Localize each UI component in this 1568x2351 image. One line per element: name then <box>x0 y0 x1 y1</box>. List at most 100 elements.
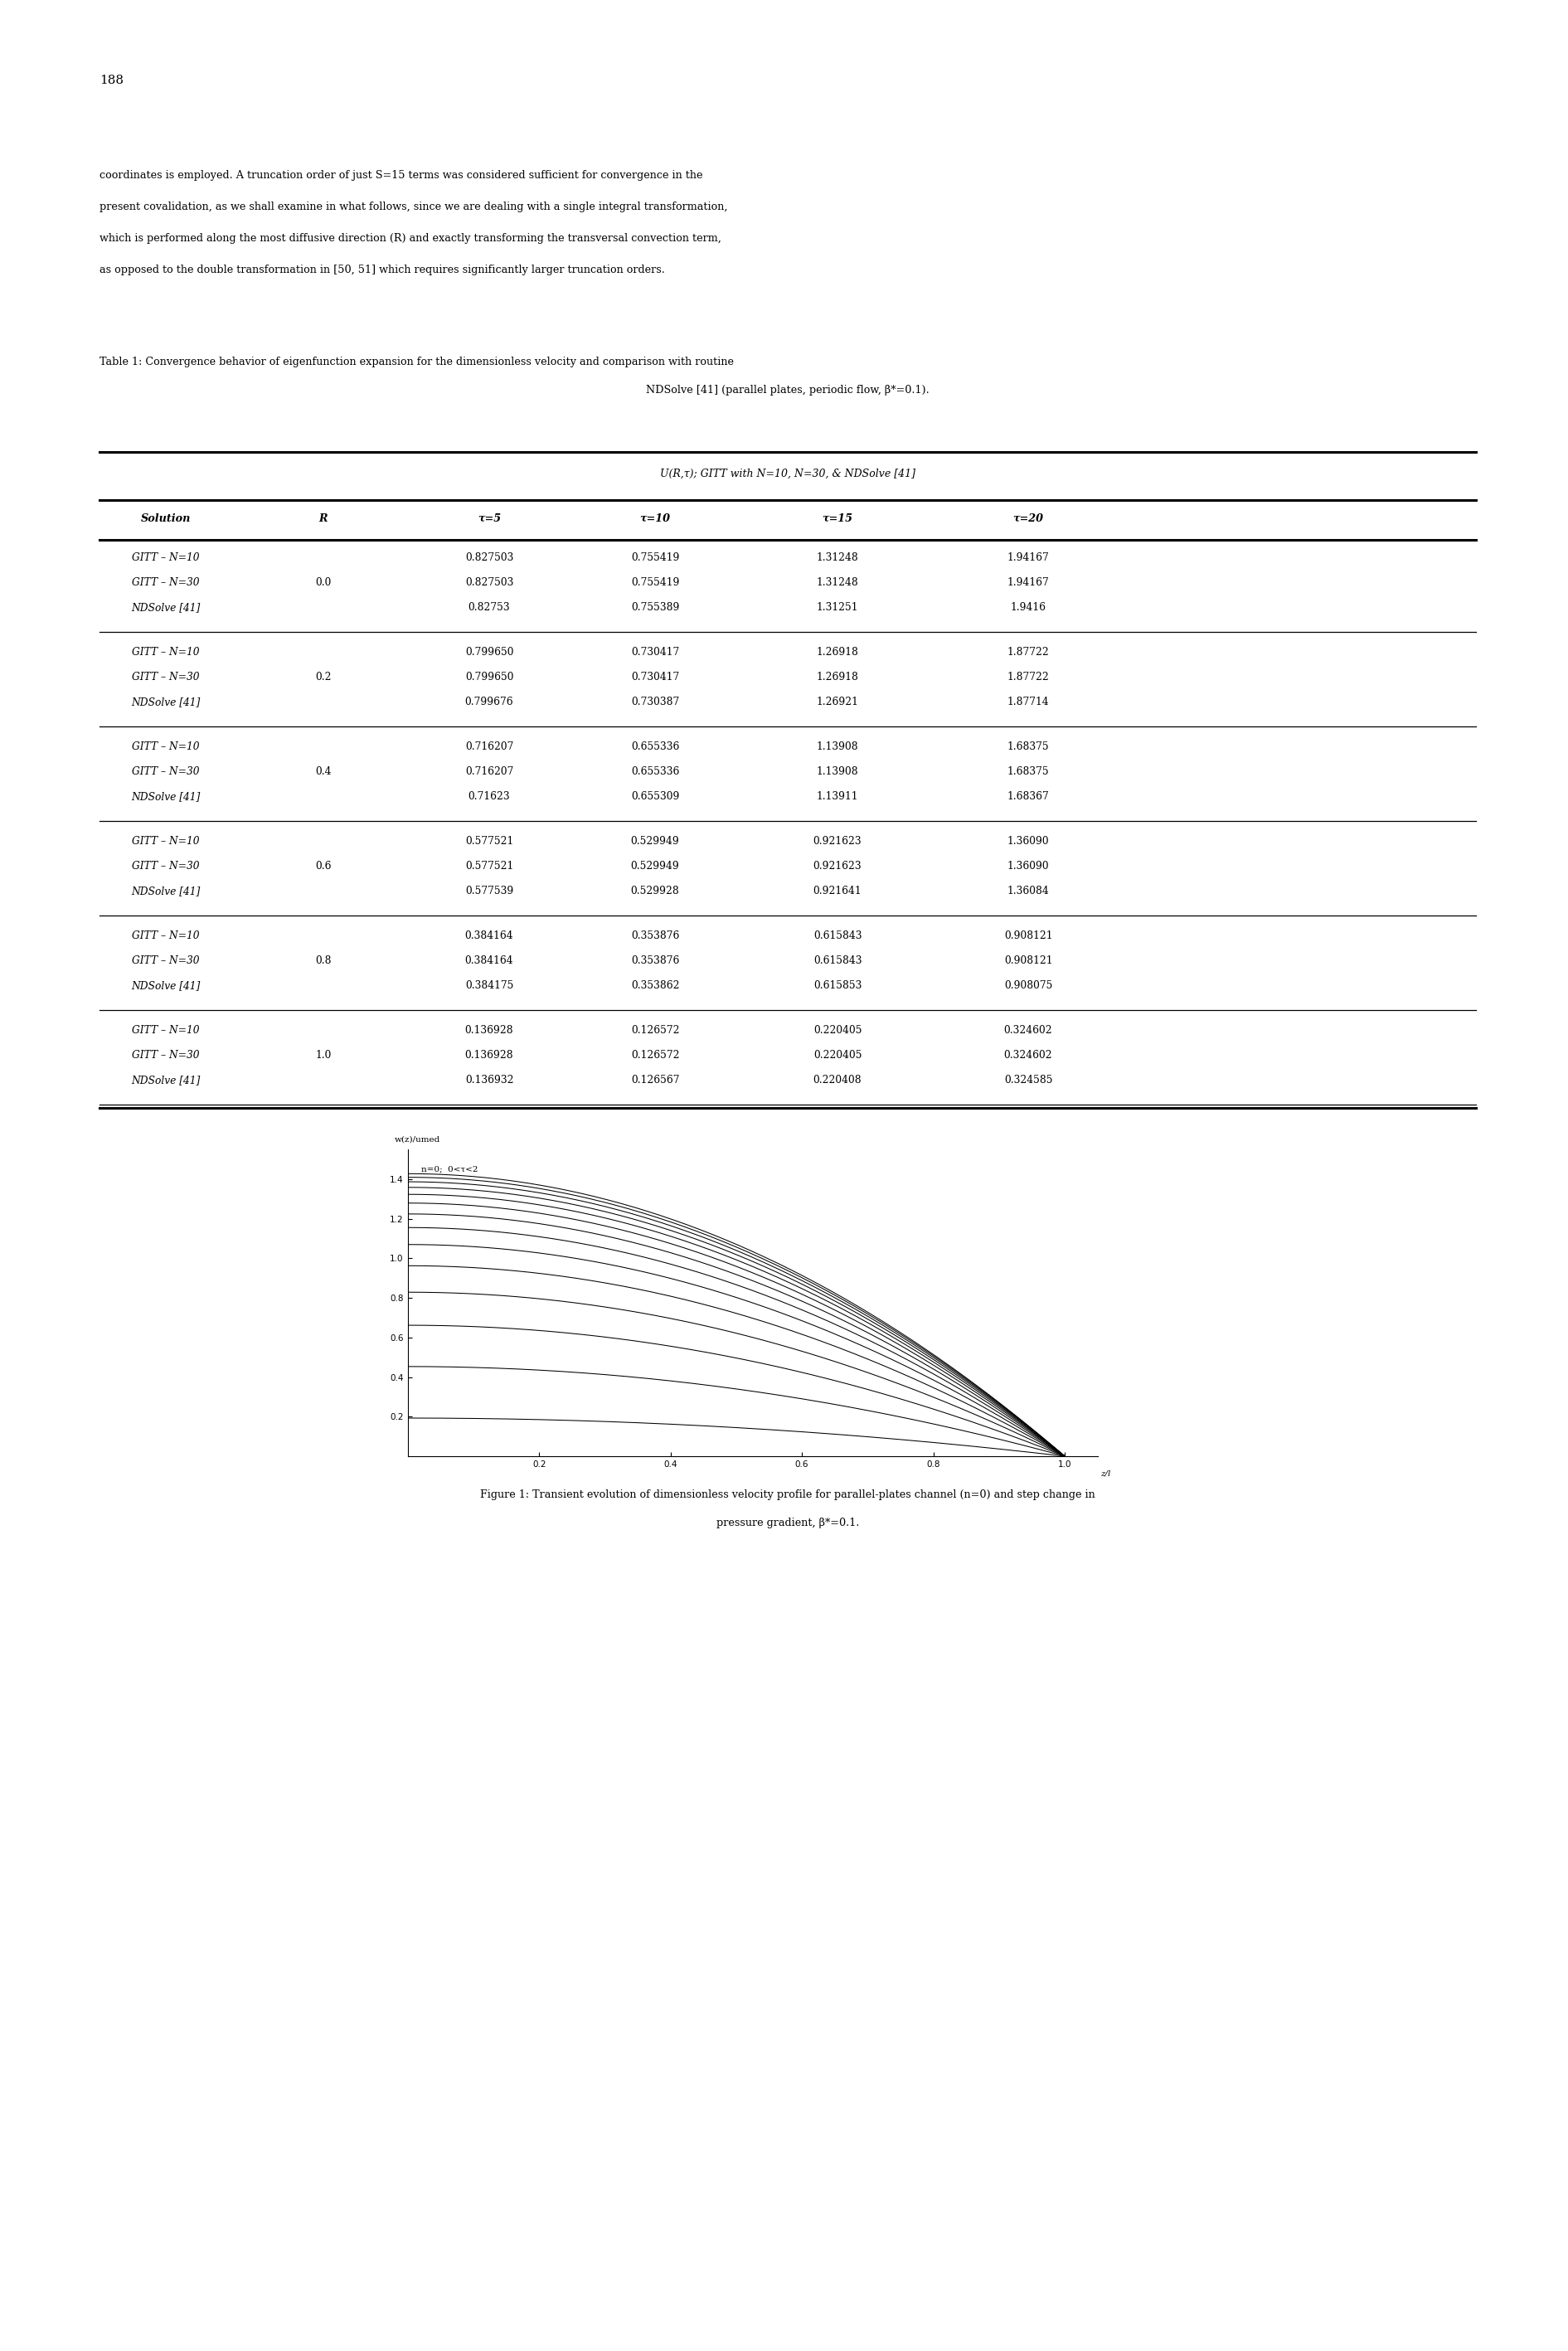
Text: 0.220405: 0.220405 <box>814 1051 862 1060</box>
Text: 0.921641: 0.921641 <box>814 886 862 896</box>
Text: 0.577539: 0.577539 <box>466 886 513 896</box>
Text: as opposed to the double transformation in [50, 51] which requires significantly: as opposed to the double transformation … <box>99 266 665 275</box>
Text: 0.827503: 0.827503 <box>466 552 513 564</box>
Text: Solution: Solution <box>141 513 191 524</box>
Text: 0.324602: 0.324602 <box>1004 1051 1052 1060</box>
Text: NDSolve [41]: NDSolve [41] <box>132 886 201 896</box>
Text: 1.26918: 1.26918 <box>817 647 859 658</box>
Text: 1.68375: 1.68375 <box>1007 766 1049 778</box>
Text: 0.827503: 0.827503 <box>466 578 513 588</box>
Text: 0.716207: 0.716207 <box>466 741 513 752</box>
Text: 0.0: 0.0 <box>315 578 331 588</box>
Text: 0.755419: 0.755419 <box>630 552 679 564</box>
Text: 0.353862: 0.353862 <box>630 980 679 992</box>
Text: 1.36084: 1.36084 <box>1007 886 1049 896</box>
Text: GITT – N=30: GITT – N=30 <box>132 1051 199 1060</box>
Text: 1.94167: 1.94167 <box>1007 552 1049 564</box>
Text: 0.799676: 0.799676 <box>466 696 514 708</box>
Text: 1.87722: 1.87722 <box>1007 672 1049 682</box>
Text: z/l: z/l <box>1101 1469 1110 1476</box>
Text: GITT – N=10: GITT – N=10 <box>132 1025 199 1037</box>
Text: GITT – N=10: GITT – N=10 <box>132 837 199 846</box>
Text: 0.799650: 0.799650 <box>466 672 513 682</box>
Text: 1.31248: 1.31248 <box>817 578 859 588</box>
Text: 0.384175: 0.384175 <box>466 980 513 992</box>
Text: 0.615853: 0.615853 <box>814 980 862 992</box>
Text: 0.730417: 0.730417 <box>630 672 679 682</box>
Text: 0.908075: 0.908075 <box>1004 980 1052 992</box>
Text: 0.655336: 0.655336 <box>630 766 679 778</box>
Text: NDSolve [41]: NDSolve [41] <box>132 696 201 708</box>
Text: 0.529928: 0.529928 <box>630 886 679 896</box>
Text: 0.324602: 0.324602 <box>1004 1025 1052 1037</box>
Text: GITT – N=30: GITT – N=30 <box>132 860 199 872</box>
Text: 0.384164: 0.384164 <box>466 955 514 966</box>
Text: 1.87714: 1.87714 <box>1007 696 1049 708</box>
Text: 0.8: 0.8 <box>315 955 331 966</box>
Text: 1.68367: 1.68367 <box>1007 792 1049 802</box>
Text: 0.799650: 0.799650 <box>466 647 513 658</box>
Text: NDSolve [41]: NDSolve [41] <box>132 980 201 992</box>
Text: 0.126567: 0.126567 <box>630 1074 679 1086</box>
Text: 0.136932: 0.136932 <box>466 1074 513 1086</box>
Text: 1.13908: 1.13908 <box>817 741 858 752</box>
Text: which is performed along the most diffusive direction (R) and exactly transformi: which is performed along the most diffus… <box>99 233 721 245</box>
Text: 0.921623: 0.921623 <box>814 837 862 846</box>
Text: 0.529949: 0.529949 <box>630 837 679 846</box>
Text: 0.655309: 0.655309 <box>630 792 679 802</box>
Text: 0.755419: 0.755419 <box>630 578 679 588</box>
Text: w(z)/umed: w(z)/umed <box>395 1136 441 1143</box>
Text: 0.908121: 0.908121 <box>1004 955 1052 966</box>
Text: 0.126572: 0.126572 <box>630 1051 679 1060</box>
Text: NDSolve [41]: NDSolve [41] <box>132 602 201 614</box>
Text: GITT – N=30: GITT – N=30 <box>132 578 199 588</box>
Text: n=0;  0<τ<2: n=0; 0<τ<2 <box>420 1166 478 1173</box>
Text: τ=10: τ=10 <box>640 513 671 524</box>
Text: 0.655336: 0.655336 <box>630 741 679 752</box>
Text: NDSolve [41]: NDSolve [41] <box>132 792 201 802</box>
Text: 0.615843: 0.615843 <box>814 931 862 940</box>
Text: GITT – N=10: GITT – N=10 <box>132 647 199 658</box>
Text: 0.220405: 0.220405 <box>814 1025 862 1037</box>
Text: 0.126572: 0.126572 <box>630 1025 679 1037</box>
Text: GITT – N=10: GITT – N=10 <box>132 552 199 564</box>
Text: NDSolve [41] (parallel plates, periodic flow, β*=0.1).: NDSolve [41] (parallel plates, periodic … <box>646 386 930 395</box>
Text: coordinates is employed. A truncation order of just S=15 terms was considered su: coordinates is employed. A truncation or… <box>99 169 702 181</box>
Text: 0.353876: 0.353876 <box>630 931 679 940</box>
Text: GITT – N=10: GITT – N=10 <box>132 741 199 752</box>
Text: present covalidation, as we shall examine in what follows, since we are dealing : present covalidation, as we shall examin… <box>99 202 728 212</box>
Text: U(R,τ); GITT with N=10, N=30, & NDSolve [41]: U(R,τ); GITT with N=10, N=30, & NDSolve … <box>660 468 916 480</box>
Text: 0.220408: 0.220408 <box>814 1074 862 1086</box>
Text: 0.755389: 0.755389 <box>630 602 679 614</box>
Text: 0.353876: 0.353876 <box>630 955 679 966</box>
Text: 1.87722: 1.87722 <box>1007 647 1049 658</box>
Text: 0.730387: 0.730387 <box>630 696 679 708</box>
Text: pressure gradient, β*=0.1.: pressure gradient, β*=0.1. <box>717 1519 859 1528</box>
Text: Figure 1: Transient evolution of dimensionless velocity profile for parallel-pla: Figure 1: Transient evolution of dimensi… <box>480 1491 1096 1500</box>
Text: 1.9416: 1.9416 <box>1010 602 1046 614</box>
Text: 188: 188 <box>99 75 124 87</box>
Text: 0.2: 0.2 <box>315 672 331 682</box>
Text: GITT – N=30: GITT – N=30 <box>132 766 199 778</box>
Text: GITT – N=10: GITT – N=10 <box>132 931 199 940</box>
Text: 0.908121: 0.908121 <box>1004 931 1052 940</box>
Text: NDSolve [41]: NDSolve [41] <box>132 1074 201 1086</box>
Text: 1.31248: 1.31248 <box>817 552 859 564</box>
Text: 1.94167: 1.94167 <box>1007 578 1049 588</box>
Text: 1.68375: 1.68375 <box>1007 741 1049 752</box>
Text: 1.13911: 1.13911 <box>817 792 858 802</box>
Text: 0.577521: 0.577521 <box>466 860 513 872</box>
Text: 1.26918: 1.26918 <box>817 672 859 682</box>
Text: 0.615843: 0.615843 <box>814 955 862 966</box>
Text: 0.324585: 0.324585 <box>1004 1074 1052 1086</box>
Text: 1.36090: 1.36090 <box>1007 837 1049 846</box>
Text: 0.529949: 0.529949 <box>630 860 679 872</box>
Text: GITT – N=30: GITT – N=30 <box>132 955 199 966</box>
Text: 0.577521: 0.577521 <box>466 837 513 846</box>
Text: 1.0: 1.0 <box>315 1051 331 1060</box>
Text: 0.384164: 0.384164 <box>466 931 514 940</box>
Text: Table 1: Convergence behavior of eigenfunction expansion for the dimensionless v: Table 1: Convergence behavior of eigenfu… <box>99 357 734 367</box>
Text: 0.82753: 0.82753 <box>469 602 510 614</box>
Text: 1.26921: 1.26921 <box>817 696 859 708</box>
Text: 0.716207: 0.716207 <box>466 766 513 778</box>
